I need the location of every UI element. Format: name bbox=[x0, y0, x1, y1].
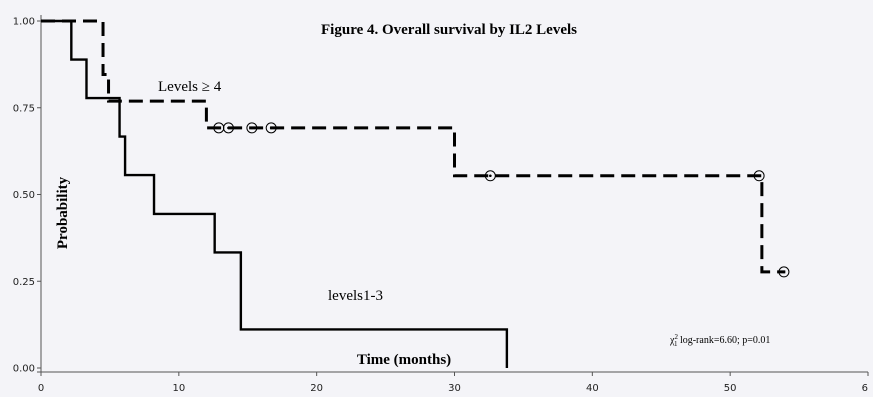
series-line-0 bbox=[41, 19, 786, 274]
y-tick-label: 0.00 bbox=[13, 364, 35, 375]
censor-mark bbox=[222, 122, 234, 134]
series-label-levels-1-3: levels1-3 bbox=[328, 288, 383, 304]
x-tick-label: 50 bbox=[724, 383, 737, 394]
chart-title: Figure 4. Overall survival by IL2 Levels bbox=[321, 22, 577, 38]
x-tick-label: 0 bbox=[38, 383, 44, 394]
chi-symbol: χ bbox=[669, 335, 675, 346]
log-rank-annotation: χ2 1 log-rank=6.60; p=0.01 bbox=[669, 333, 770, 348]
censor-mark bbox=[246, 122, 258, 134]
axes: 0.00 0.25 0.50 0.75 1.00 0 10 20 30 40 50 6 bbox=[13, 15, 869, 394]
x-tick-label: 30 bbox=[448, 383, 461, 394]
censor-mark bbox=[484, 170, 496, 182]
curves bbox=[41, 19, 790, 368]
log-rank-text: log-rank=6.60; p=0.01 bbox=[677, 335, 770, 346]
y-tick-label: 0.50 bbox=[13, 190, 35, 201]
censor-mark bbox=[778, 266, 790, 278]
x-axis-label: Time (months) bbox=[357, 352, 451, 368]
y-axis-label: Probability bbox=[55, 176, 71, 249]
y-tick-label: 1.00 bbox=[13, 17, 35, 28]
series-line-1 bbox=[41, 19, 509, 368]
y-tick-label: 0.75 bbox=[13, 103, 35, 114]
chi-subscript: 1 bbox=[674, 340, 678, 348]
x-tick-label: 10 bbox=[172, 383, 185, 394]
x-tick-label: 40 bbox=[586, 383, 599, 394]
chi-superscript: 2 bbox=[674, 333, 678, 341]
y-tick-label: 0.25 bbox=[13, 277, 35, 288]
x-tick-label: 20 bbox=[310, 383, 323, 394]
censor-mark bbox=[753, 170, 765, 182]
x-tick-label: 6 bbox=[862, 383, 868, 394]
censor-mark bbox=[265, 122, 277, 134]
series-label-levels-ge-4: Levels ≥ 4 bbox=[158, 79, 222, 95]
